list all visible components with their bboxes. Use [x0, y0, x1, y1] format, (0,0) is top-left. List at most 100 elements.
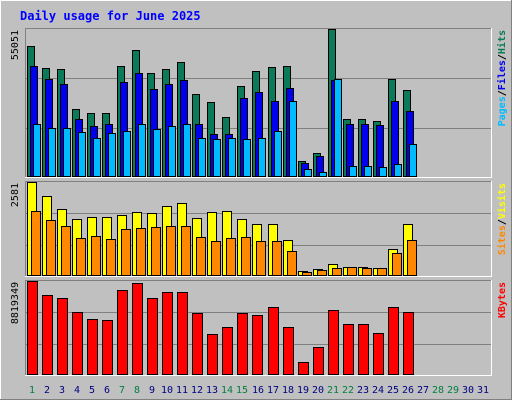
panel-kbytes: 8819349 KBytes — [10, 280, 508, 376]
bar-kbytes-day-3 — [57, 298, 68, 375]
bar-sites-day-2 — [46, 220, 56, 276]
legend-entry: Pages — [497, 96, 508, 126]
bar-kbytes-day-21 — [328, 310, 339, 375]
bar-pages-day-23 — [364, 166, 372, 177]
bar-sites-day-12 — [196, 237, 206, 276]
x-tick-label-day-19: 19 — [297, 385, 309, 396]
bar-kbytes-day-16 — [252, 315, 263, 375]
bar-kbytes-day-24 — [373, 333, 384, 375]
bar-sites-day-20 — [317, 270, 327, 276]
bar-sites-day-26 — [407, 240, 417, 276]
bar-sites-day-23 — [362, 268, 372, 276]
x-tick-label-day-29: 29 — [447, 385, 459, 396]
bar-kbytes-day-2 — [42, 295, 53, 375]
x-tick-label-day-8: 8 — [134, 385, 140, 396]
x-tick-label-day-13: 13 — [206, 385, 218, 396]
bar-kbytes-day-11 — [177, 292, 188, 375]
legend-entry: / — [497, 219, 508, 225]
bar-pages-day-10 — [168, 126, 176, 177]
bar-kbytes-day-18 — [283, 327, 294, 375]
bar-pages-day-17 — [274, 131, 282, 177]
x-tick-label-day-26: 26 — [402, 385, 414, 396]
x-tick-label-day-7: 7 — [119, 385, 125, 396]
bar-kbytes-day-13 — [207, 334, 218, 375]
bar-sites-day-24 — [377, 268, 387, 276]
bar-sites-day-18 — [287, 251, 297, 276]
x-tick-label-day-20: 20 — [312, 385, 324, 396]
x-tick-label-day-12: 12 — [191, 385, 203, 396]
panel-visits: 2581 Sites/Visits — [10, 181, 508, 277]
legend-entry: Sites — [496, 225, 508, 255]
legend-entry: / — [497, 54, 508, 60]
bar-sites-day-7 — [121, 229, 131, 276]
bar-kbytes-day-8 — [132, 283, 143, 375]
x-tick-label-day-18: 18 — [282, 385, 294, 396]
bar-kbytes-day-15 — [237, 313, 248, 375]
bar-sites-day-1 — [31, 211, 41, 276]
bar-kbytes-day-17 — [268, 307, 279, 375]
x-tick-label-day-22: 22 — [342, 385, 354, 396]
bar-sites-day-9 — [151, 227, 161, 276]
bar-pages-day-26 — [409, 144, 417, 177]
bar-kbytes-day-10 — [162, 292, 173, 375]
bar-kbytes-day-22 — [343, 324, 354, 375]
bar-sites-day-22 — [347, 267, 357, 276]
chart-title: Daily usage for June 2025 — [20, 9, 201, 23]
bar-kbytes-day-14 — [222, 327, 233, 375]
bar-sites-day-19 — [302, 272, 312, 276]
bar-kbytes-day-5 — [87, 319, 98, 375]
x-tick-label-day-9: 9 — [149, 385, 155, 396]
bar-pages-day-12 — [198, 138, 206, 177]
bar-kbytes-day-25 — [388, 307, 399, 375]
panel-legend: Sites/Visits — [496, 183, 508, 255]
bar-pages-day-9 — [153, 129, 161, 177]
x-tick-label-day-11: 11 — [176, 385, 188, 396]
bar-sites-day-6 — [106, 239, 116, 276]
x-tick-label-day-10: 10 — [161, 385, 173, 396]
legend-entry: Hits — [496, 30, 508, 54]
bar-sites-day-15 — [241, 237, 251, 276]
bar-pages-day-14 — [228, 138, 236, 177]
bar-sites-day-13 — [211, 241, 221, 276]
bar-pages-day-5 — [93, 138, 101, 177]
bar-pages-day-20 — [319, 172, 327, 177]
x-tick-label-day-24: 24 — [372, 385, 384, 396]
panel-max-label: 8819349 — [10, 282, 21, 324]
legend-entry: Visits — [496, 183, 508, 219]
x-tick-label-day-2: 2 — [44, 385, 50, 396]
x-tick-label-day-3: 3 — [59, 385, 65, 396]
x-tick-label-day-6: 6 — [104, 385, 110, 396]
x-tick-label-day-23: 23 — [357, 385, 369, 396]
panel-max-label: 2581 — [10, 183, 21, 207]
x-tick-label-day-30: 30 — [462, 385, 474, 396]
x-tick-label-day-31: 31 — [477, 385, 489, 396]
bar-pages-day-24 — [379, 167, 387, 177]
panel-legend: KBytes — [497, 282, 508, 318]
bar-kbytes-day-26 — [403, 312, 414, 375]
bar-pages-day-13 — [213, 139, 221, 177]
bar-pages-day-3 — [63, 128, 71, 177]
bar-sites-day-25 — [392, 253, 402, 276]
bar-sites-day-4 — [76, 238, 86, 276]
bar-pages-day-1 — [33, 124, 41, 177]
x-tick-label-day-27: 27 — [417, 385, 429, 396]
bar-sites-day-10 — [166, 226, 176, 276]
bar-kbytes-day-9 — [147, 298, 158, 375]
series-kbytes — [27, 281, 414, 375]
bar-pages-day-19 — [304, 169, 312, 177]
bar-pages-day-2 — [48, 128, 56, 177]
bar-kbytes-day-20 — [313, 347, 324, 375]
x-tick-label-day-14: 14 — [221, 385, 233, 396]
bar-pages-day-15 — [243, 139, 251, 177]
bar-pages-day-11 — [183, 124, 191, 177]
bar-pages-day-16 — [258, 138, 266, 177]
bar-pages-day-25 — [394, 164, 402, 177]
x-tick-label-day-4: 4 — [74, 385, 80, 396]
bar-kbytes-day-1 — [27, 281, 38, 375]
bar-pages-day-6 — [108, 133, 116, 177]
bar-pages-day-21 — [334, 79, 342, 177]
bar-sites-day-17 — [272, 241, 282, 276]
bar-kbytes-day-19 — [298, 362, 309, 375]
